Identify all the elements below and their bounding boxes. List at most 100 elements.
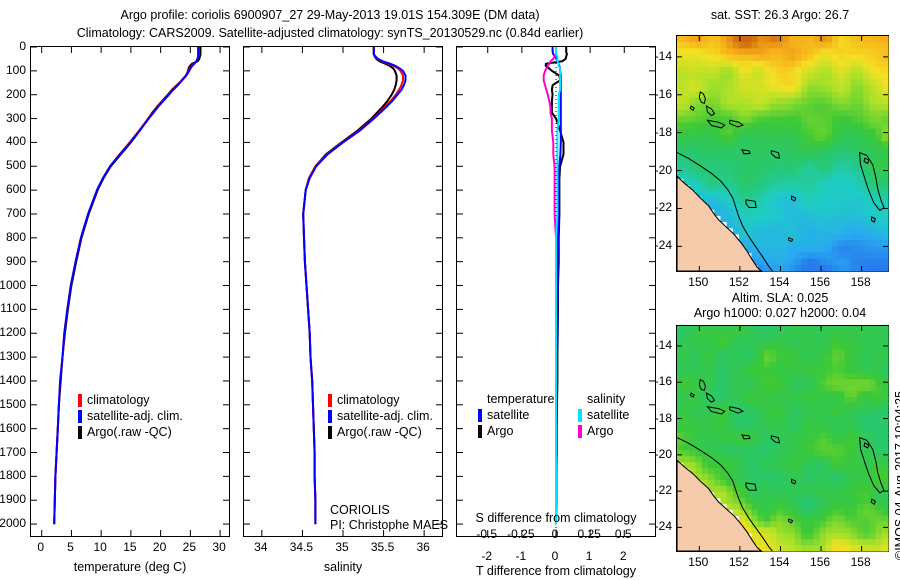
- depth-tick-label: 2000: [0, 516, 26, 531]
- salinity-legend: climatology satellite-adj. clim. Argo(.r…: [328, 392, 433, 440]
- map-lon-tick: 156: [810, 555, 831, 569]
- legend-header-label: temperature: [487, 391, 555, 406]
- legend-item: satellite-adj. clim.: [328, 408, 433, 424]
- map-lon-tick: 154: [769, 555, 790, 569]
- sst-map-title: sat. SST: 26.3 Argo: 26.7: [710, 8, 850, 22]
- temperature-plot-canvas: [31, 46, 229, 536]
- map-lon-tick: 150: [688, 275, 709, 289]
- axis-tick-label: -2: [481, 549, 493, 563]
- axis-tick-label: -0.5: [476, 527, 498, 541]
- sla-map-title-line1: Altim. SLA: 0.025: [731, 291, 829, 305]
- map-lon-tick: 152: [728, 275, 749, 289]
- depth-tick-label: 900: [5, 253, 26, 268]
- legend-swatch-satellite: [78, 409, 82, 423]
- legend-item: Argo: [478, 423, 554, 439]
- depth-tick-label: 100: [5, 62, 26, 77]
- depth-tick-label: 1000: [0, 277, 26, 292]
- axis-tick-label: 10: [93, 540, 107, 554]
- axis-tick-label: 34.5: [289, 540, 314, 554]
- map-lat-tick: -22: [654, 200, 672, 215]
- depth-tick-label: 1100: [0, 301, 26, 316]
- sla-map-title-line2: Argo h1000: 0.027 h2000: 0.04: [693, 306, 867, 320]
- map-lat-tick: -18: [654, 410, 672, 425]
- difference-legend-temperature: temperature satellite Argo: [478, 391, 554, 439]
- depth-tick-label: 1700: [0, 444, 26, 459]
- map-lat-tick: -16: [654, 86, 672, 101]
- axis-tick-label: 36: [416, 540, 430, 554]
- panel-temperature: [30, 46, 230, 537]
- axis-tick-label: 15: [123, 540, 137, 554]
- legend-label: satellite: [487, 407, 530, 422]
- legend-swatch-climatology: [78, 393, 82, 407]
- map-lat-tick: -20: [654, 162, 672, 177]
- axis-tick-label: 25: [182, 540, 197, 554]
- panel-salinity: [243, 46, 443, 537]
- legend-item: climatology: [328, 392, 433, 408]
- legend-item: climatology: [78, 392, 183, 408]
- map-lon-tick: 152: [728, 555, 749, 569]
- map-lon-tick: 158: [850, 555, 871, 569]
- legend-label: climatology: [87, 392, 150, 407]
- axis-tick-label: 0.5: [614, 527, 632, 541]
- axis-tick-label: 20: [152, 540, 167, 554]
- map-lat-tick: -14: [654, 48, 672, 63]
- axis-tick-label: 5: [67, 540, 74, 554]
- legend-swatch-argo: [578, 424, 582, 438]
- legend-item: Argo: [578, 423, 629, 439]
- difference-salinity-label: S difference from climatology: [475, 511, 637, 525]
- salinity-axis-label: salinity: [323, 560, 363, 574]
- legend-swatch-argo: [78, 425, 82, 439]
- legend-item: satellite: [578, 407, 629, 423]
- legend-item: satellite-adj. clim.: [78, 408, 183, 424]
- legend-header: salinity: [578, 391, 629, 407]
- depth-tick-label: 700: [5, 205, 26, 220]
- map-lon-tick: 158: [850, 275, 871, 289]
- legend-label: Argo(.raw -QC): [337, 424, 422, 439]
- difference-plot-canvas: [457, 46, 655, 536]
- sla-map-yticks: -14 -16 -18 -20 -22 -24: [640, 325, 676, 552]
- depth-tick-label: 1500: [0, 396, 26, 411]
- legend-label: Argo(.raw -QC): [87, 424, 172, 439]
- map-lon-tick: 154: [769, 275, 790, 289]
- axis-tick-label: 35.5: [370, 540, 395, 554]
- legend-label: Argo: [587, 423, 614, 438]
- legend-swatch-satellite: [478, 408, 482, 422]
- axis-tick-label: 0: [37, 540, 45, 554]
- sst-map-yticks: -14 -16 -18 -20 -22 -24: [640, 35, 676, 272]
- sla-map-canvas: [676, 326, 889, 552]
- legend-swatch-satellite: [578, 408, 582, 422]
- depth-tick-label: 300: [5, 110, 26, 125]
- legend-swatch-climatology: [328, 393, 332, 407]
- legend-item: Argo(.raw -QC): [78, 424, 183, 440]
- map-lat-tick: -14: [654, 337, 672, 352]
- depth-tick-label: 1900: [0, 492, 26, 507]
- legend-swatch-argo: [478, 424, 482, 438]
- legend-swatch-argo: [328, 425, 332, 439]
- axis-tick-label: 35: [335, 540, 349, 554]
- axis-tick-label: 0.25: [577, 527, 601, 541]
- axis-tick-label: -0.25: [507, 527, 535, 541]
- legend-swatch-satellite: [328, 409, 332, 423]
- axis-tick-label: 34: [254, 540, 268, 554]
- axis-tick-label: 0: [551, 549, 559, 563]
- axis-tick-label: 1: [585, 549, 593, 563]
- provider-line2: PI: Christophe MAES: [330, 518, 449, 532]
- legend-label: Argo: [487, 423, 514, 438]
- temperature-axis-label: temperature (deg C): [73, 560, 187, 574]
- temperature-depth-ticks: 0 100 200 300 400 500 600 700 800 900 1000 1100 1200…: [0, 39, 30, 537]
- axis-tick-label: -1: [515, 549, 527, 563]
- legend-header: temperature: [478, 391, 554, 407]
- legend-label: climatology: [337, 392, 400, 407]
- depth-tick-label: 1800: [0, 468, 26, 483]
- map-lat-tick: -18: [654, 124, 672, 139]
- map-sla: [676, 325, 889, 552]
- map-lon-tick: 150: [688, 555, 709, 569]
- figure-title-line1: Argo profile: coriolis 6900907_27 29-May…: [120, 8, 540, 22]
- legend-label: satellite-adj. clim.: [337, 408, 433, 423]
- depth-tick-label: 600: [5, 182, 26, 197]
- depth-tick-label: 0: [19, 39, 26, 53]
- axis-tick-label: 30: [212, 540, 226, 554]
- map-sst: [676, 35, 889, 272]
- panel-difference: [456, 46, 656, 537]
